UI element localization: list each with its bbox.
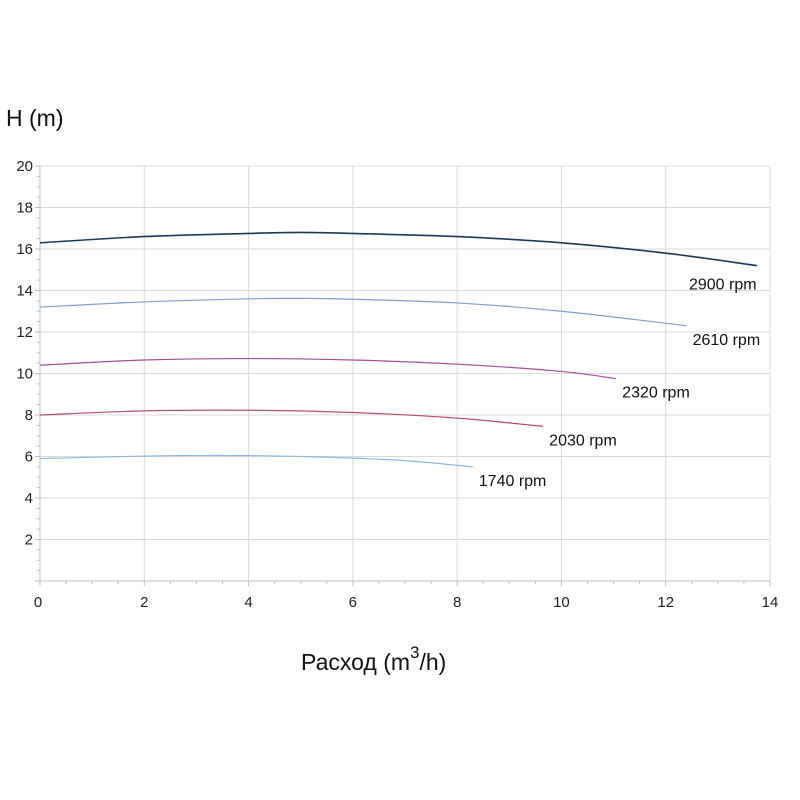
tick-labels: 0 2 4 6 8 10 12 14 2 4 6 8 10 12 14 16 18 20 [16,158,778,611]
series-label-2610-rpm: 2610 rpm [693,332,761,349]
x-axis-title-main: Расход (m [301,649,410,675]
y-tick-label: 8 [25,407,33,424]
series-line-2030-rpm [39,409,544,428]
x-tick-label: 2 [140,594,148,611]
y-axis-title: H (m) [6,105,63,131]
y-tick-label: 16 [16,241,33,258]
series-line-2320-rpm [39,357,617,380]
x-tick-label: 14 [762,594,779,611]
y-tick-label: 20 [16,158,33,175]
y-tick-label: 12 [16,324,33,341]
x-tick-label: 4 [244,594,252,611]
y-tick-label: 6 [25,449,33,466]
series-label-2030-rpm: 2030 rpm [549,432,617,449]
x-axis-title-sup: 3 [410,643,419,662]
x-tick-label: 6 [349,594,357,611]
x-tick-label: 10 [553,594,570,611]
x-tick-label: 12 [657,594,674,611]
series-line-1740-rpm [39,454,473,468]
y-tick-label: 10 [16,366,33,383]
x-tick-label: 8 [453,594,461,611]
y-tick-label: 14 [16,283,33,300]
y-tick-label: 18 [16,200,33,217]
y-tick-label: 2 [25,532,33,549]
series-label-1740-rpm: 1740 rpm [479,473,547,490]
y-tick-label: 4 [25,490,33,507]
x-axis-title: Расход (m3/h) [301,643,446,675]
axes [35,165,771,586]
series-lines [39,231,758,468]
series-line-2610-rpm [39,297,687,327]
x-tick-label: 0 [34,594,42,611]
series-label-2320-rpm: 2320 rpm [622,385,690,402]
x-axis-title-tail: /h) [420,649,447,675]
series-line-2900-rpm [39,231,758,267]
series-label-2900-rpm: 2900 rpm [689,277,757,294]
series-labels: 2900 rpm 2610 rpm 2320 rpm 2030 rpm 1740 rpm [479,277,760,490]
grid [40,165,771,581]
